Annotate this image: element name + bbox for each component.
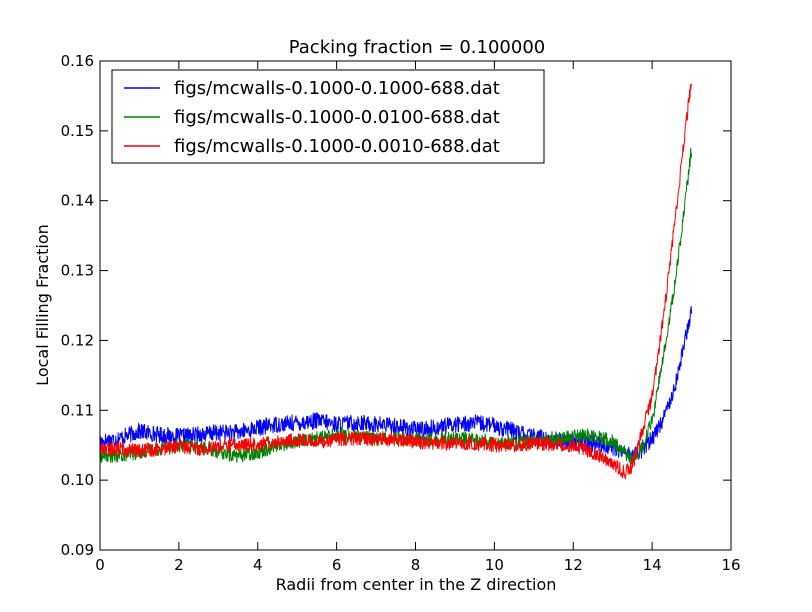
series-line-2 bbox=[99, 147, 693, 465]
x-tick-label: 16 bbox=[721, 556, 740, 574]
x-tick-label: 0 bbox=[95, 556, 105, 574]
series-line-1 bbox=[99, 305, 693, 463]
y-tick-label: 0.11 bbox=[61, 401, 94, 419]
y-axis-label: Local Filling Fraction bbox=[33, 224, 52, 386]
series-line-3 bbox=[99, 83, 693, 480]
x-tick-label: 6 bbox=[332, 556, 342, 574]
legend-box bbox=[111, 69, 545, 164]
chart-title: Packing fraction = 0.100000 bbox=[289, 37, 546, 58]
legend-label-1: figs/mcwalls-0.1000-0.1000-688.dat bbox=[174, 78, 500, 99]
y-tick-label: 0.13 bbox=[61, 262, 94, 280]
x-tick-label: 2 bbox=[174, 556, 184, 574]
y-tick-label: 0.14 bbox=[61, 192, 94, 210]
y-tick-label: 0.10 bbox=[61, 471, 94, 489]
y-tick-label: 0.12 bbox=[61, 331, 94, 349]
x-tick-label: 8 bbox=[411, 556, 421, 574]
legend-label-3: figs/mcwalls-0.1000-0.0010-688.dat bbox=[174, 136, 500, 157]
x-axis-label: Radii from center in the Z direction bbox=[276, 575, 557, 594]
legend: figs/mcwalls-0.1000-0.1000-688.dat figs/m… bbox=[111, 69, 545, 164]
y-tick-label: 0.15 bbox=[61, 122, 94, 140]
y-tick-label: 0.09 bbox=[61, 541, 94, 559]
plot-lines bbox=[99, 83, 693, 480]
axis-ticks: 0 2 4 6 8 10 12 14 16 0.09 0.10 0.11 0.12 0.13 0.14 0.1… bbox=[61, 52, 741, 574]
x-tick-label: 10 bbox=[485, 556, 504, 574]
x-tick-label: 14 bbox=[643, 556, 662, 574]
x-tick-label: 4 bbox=[253, 556, 263, 574]
y-tick-label: 0.16 bbox=[61, 52, 94, 70]
legend-label-2: figs/mcwalls-0.1000-0.0100-688.dat bbox=[174, 107, 500, 128]
x-tick-label: 12 bbox=[564, 556, 583, 574]
